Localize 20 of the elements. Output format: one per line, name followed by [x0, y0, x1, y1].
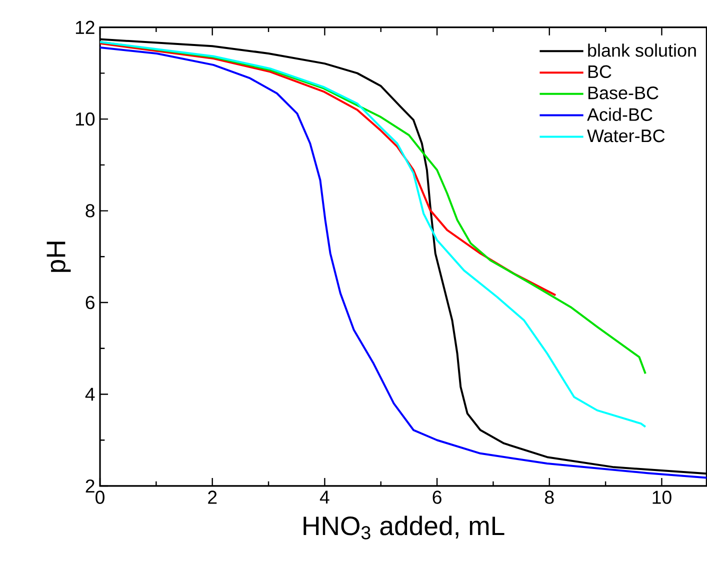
x-tick-label: 8	[545, 490, 554, 504]
legend-label: blank solution	[588, 44, 696, 57]
x-tick-label: 4	[320, 490, 330, 504]
y-tick-label: 6	[86, 296, 94, 310]
legend-label: Acid-BC	[587, 108, 652, 121]
x-tick-label: 0	[96, 490, 104, 504]
x-tick-label: 10	[652, 490, 672, 504]
y-axis-title: pH	[46, 242, 71, 272]
y-tick-label: 4	[85, 388, 95, 401]
y-tick-label: 8	[86, 204, 94, 218]
x-axis-title: HNO$_{3}$ added, mL	[304, 516, 504, 540]
y-tick-label: 2	[86, 479, 94, 492]
y-tick-label: 12	[76, 20, 94, 34]
legend-label: Base-BC	[588, 86, 658, 100]
legend-label: BC	[588, 65, 612, 78]
legend-label: Water-BC	[587, 129, 665, 142]
y-tick-label: 10	[76, 112, 95, 126]
x-tick-label: 6	[432, 490, 442, 504]
x-tick-label: 2	[208, 490, 217, 504]
line-series	[100, 42, 557, 296]
